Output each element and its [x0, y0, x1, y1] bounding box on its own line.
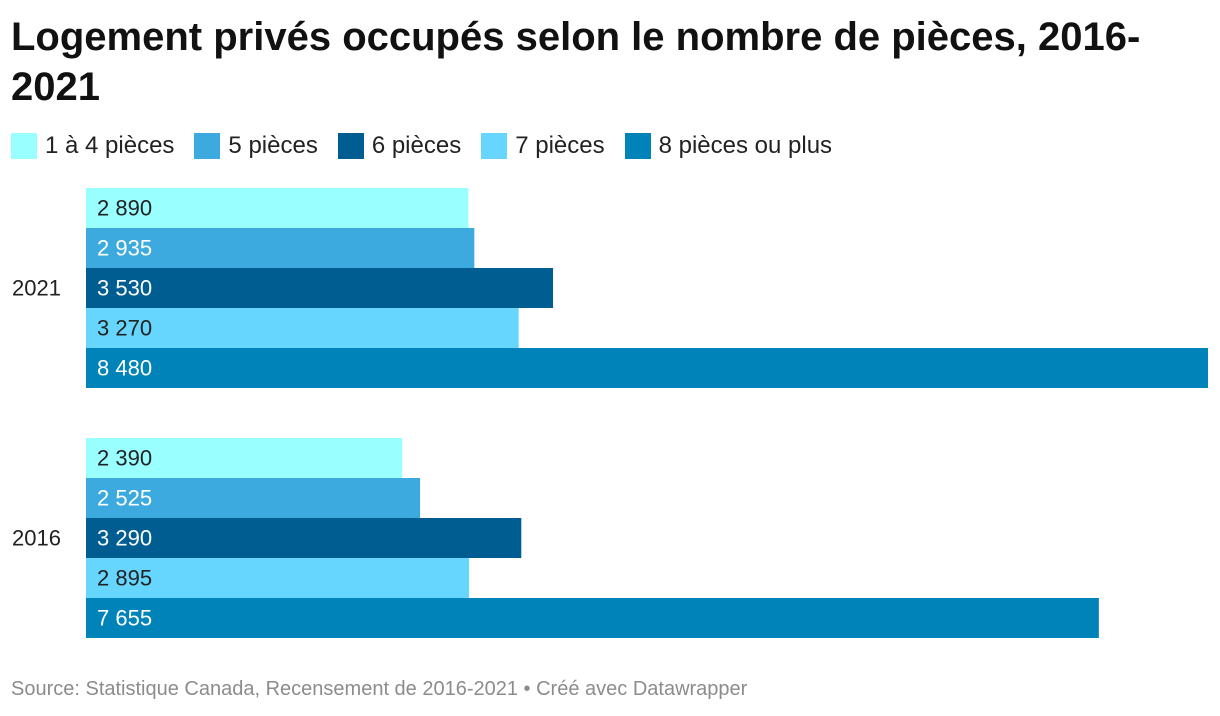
legend-item-8-pieces-ou-plus: 8 pièces ou plus — [624, 132, 833, 160]
source-note: Source: Statistique Canada, Recensement … — [11, 678, 748, 700]
data-label-2021-series-3: 3 530 — [97, 276, 152, 301]
chart-legend: 1 à 4 pièces 5 pièces 6 pièces 7 pièces … — [11, 130, 832, 162]
legend-label: 6 pièces — [371, 132, 462, 159]
data-label-2021-series-1: 2 890 — [97, 196, 152, 221]
data-label-2016-series-4: 2 895 — [97, 566, 152, 591]
legend-label: 1 à 4 pièces — [45, 132, 175, 159]
legend-item-5-pieces: 5 pièces — [194, 132, 318, 160]
legend-label: 7 pièces — [515, 132, 605, 159]
bar-2016-series-1 — [86, 438, 403, 478]
bar-2016-series-3 — [86, 518, 522, 558]
bar-2021-series-5 — [86, 348, 1208, 388]
bar-2021-series-4 — [86, 308, 519, 348]
data-label-2016-series-3: 3 290 — [97, 526, 152, 551]
legend-item-7-pieces: 7 pièces — [481, 132, 605, 160]
bar-2021-series-3 — [86, 268, 554, 308]
bar-2016-series-4 — [86, 558, 470, 598]
data-label-2016-series-5: 7 655 — [97, 606, 152, 631]
bar-2016-series-5 — [86, 598, 1099, 638]
data-label-2021-series-2: 2 935 — [97, 236, 152, 261]
bar-chart: 2021 2 890 2 935 3 530 3 270 8 480 2016 2 390 2 … — [12, 188, 1208, 638]
legend-swatch — [11, 133, 37, 159]
legend-label: 8 pièces ou plus — [658, 132, 833, 159]
legend-swatch — [337, 133, 364, 159]
bar-2021-series-1 — [86, 188, 469, 228]
bar-2021-series-2 — [86, 228, 475, 268]
chart-title: Logement privés occupés selon le nombre … — [11, 15, 1141, 109]
data-label-2021-series-5: 8 480 — [97, 356, 152, 381]
data-label-2016-series-1: 2 390 — [97, 446, 152, 471]
legend-item-1-4-pieces: 1 à 4 pièces — [11, 132, 174, 160]
bar-2016-series-2 — [86, 478, 421, 518]
legend-swatch — [194, 133, 221, 159]
legend-item-6-pieces: 6 pièces — [337, 132, 462, 160]
legend-label: 5 pièces — [228, 132, 318, 159]
legend-swatch — [624, 133, 651, 159]
data-label-2021-series-4: 3 270 — [97, 316, 152, 341]
category-label-2021: 2021 — [12, 276, 61, 301]
category-label-2016: 2016 — [12, 526, 61, 551]
data-label-2016-series-2: 2 525 — [97, 486, 152, 511]
legend-swatch — [481, 133, 508, 159]
